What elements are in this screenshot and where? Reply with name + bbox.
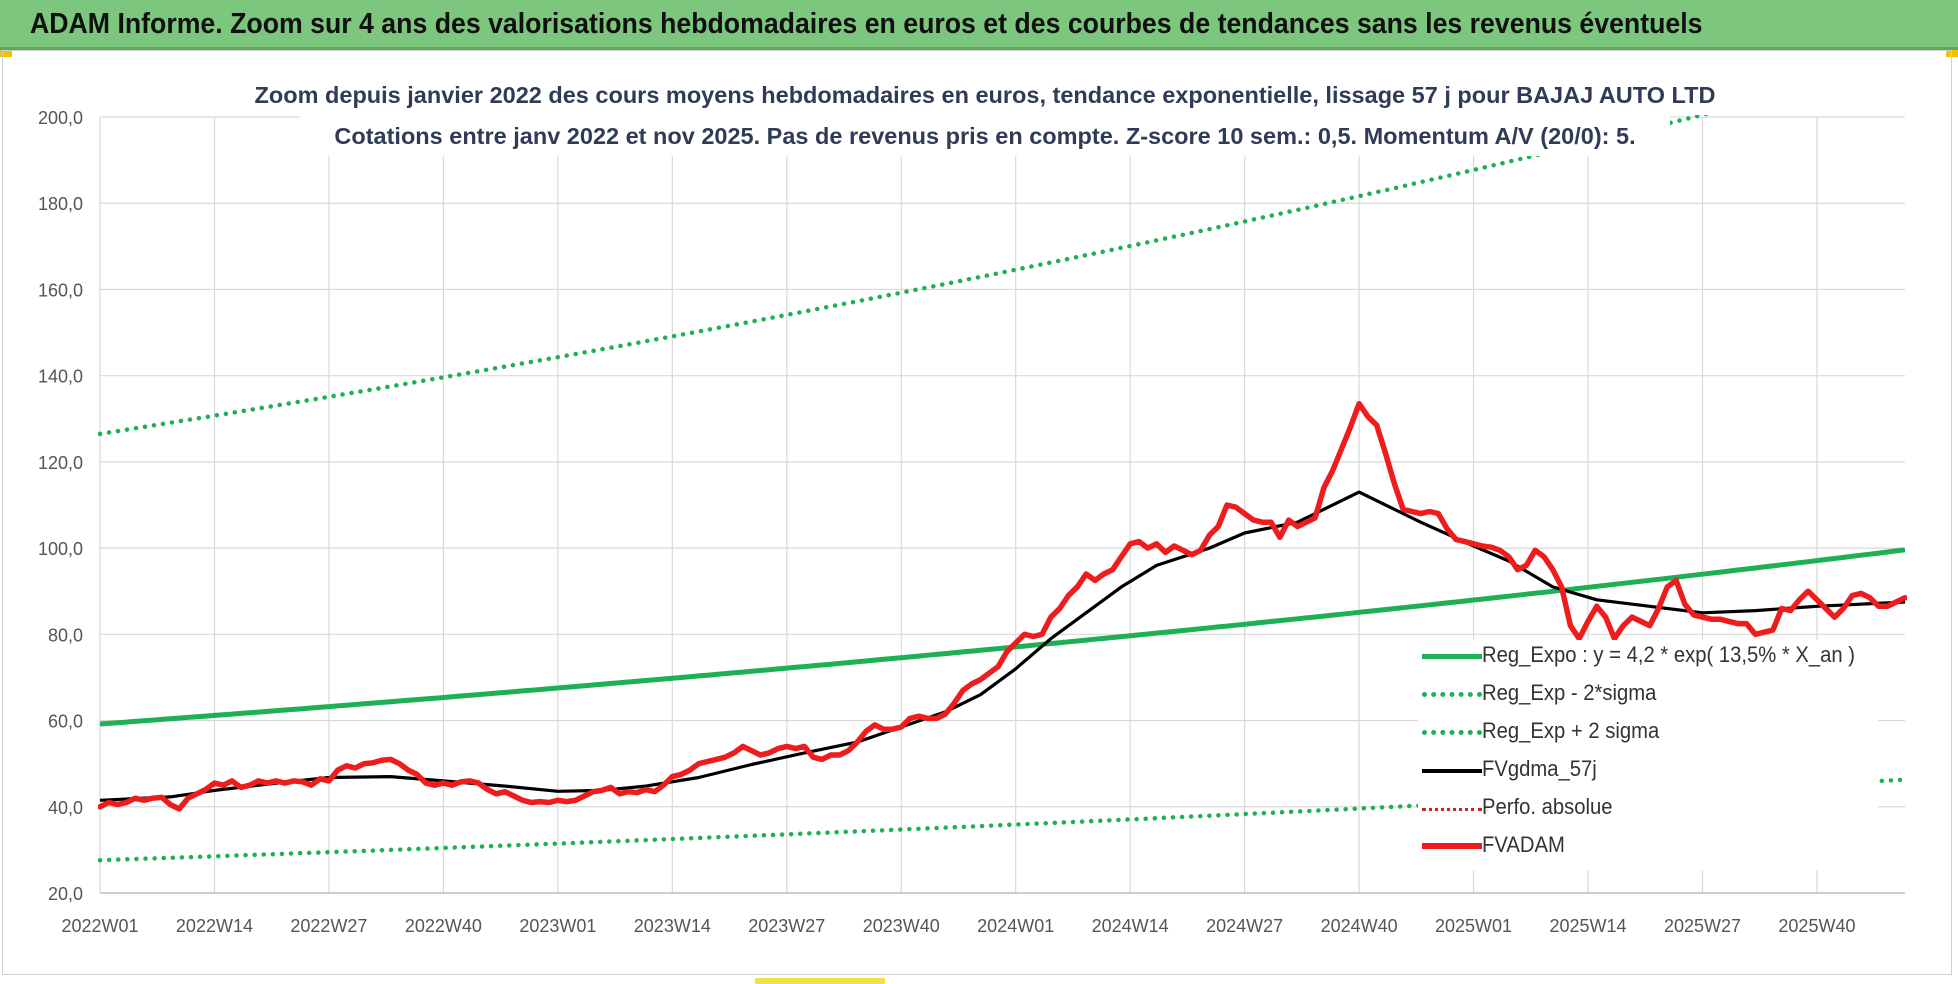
- legend-swatch-dotted-green: [1422, 692, 1482, 697]
- x-tick-label: 2023W14: [634, 916, 711, 936]
- y-tick-label: 180,0: [38, 194, 83, 214]
- legend: Reg_Expo : y = 4,2 * exp( 13,5% * X_an )…: [1418, 640, 1878, 870]
- y-tick-label: 60,0: [48, 712, 83, 732]
- y-tick-label: 140,0: [38, 367, 83, 387]
- x-tick-label: 2025W14: [1549, 916, 1626, 936]
- legend-swatch-dotted-red: [1422, 808, 1482, 811]
- legend-item-fvadam: FVADAM: [1418, 830, 1878, 864]
- axis-layer: 20,0 40,0 60,0 80,0 100,0 120,0 140,0 160,0 180,…: [38, 108, 1905, 936]
- legend-swatch-solid-green: [1422, 654, 1482, 659]
- x-tick-label: 2025W01: [1435, 916, 1512, 936]
- y-tick-label: 80,0: [48, 625, 83, 645]
- left-accent: [0, 50, 12, 57]
- series-line-5: [98, 400, 1907, 812]
- bottom-accent: [755, 978, 885, 984]
- x-tick-label: 2024W27: [1206, 916, 1283, 936]
- series-layer: [98, 115, 1907, 863]
- chart-subtitle: Cotations entre janv 2022 et nov 2025. P…: [334, 123, 1635, 149]
- legend-swatch-dotted-green-2: [1422, 730, 1482, 735]
- legend-swatch-red: [1422, 843, 1482, 849]
- legend-label-perfo: Perfo. absolue: [1482, 794, 1613, 819]
- banner-title: ADAM Informe. Zoom sur 4 ans des valoris…: [30, 8, 1703, 40]
- y-tick-label: 120,0: [38, 453, 83, 473]
- legend-label-reg-expo: Reg_Expo : y = 4,2 * exp( 13,5% * X_an ): [1482, 642, 1855, 667]
- grid-layer: [99, 116, 1905, 894]
- x-tick-label: 2024W14: [1092, 916, 1169, 936]
- legend-item-reg-exp-plus: Reg_Exp + 2 sigma: [1418, 716, 1878, 750]
- legend-swatch-black: [1422, 769, 1482, 773]
- x-tick-label: 2025W27: [1664, 916, 1741, 936]
- x-tick-label: 2025W40: [1778, 916, 1855, 936]
- legend-item-perfo: Perfo. absolue: [1418, 792, 1878, 826]
- x-tick-label: 2023W40: [863, 916, 940, 936]
- x-tick-label: 2022W14: [176, 916, 253, 936]
- title-background: [300, 74, 1670, 156]
- series-line-2: [98, 115, 1712, 437]
- series-line-1: [98, 777, 1907, 863]
- legend-item-reg-exp-minus: Reg_Exp - 2*sigma: [1418, 678, 1878, 712]
- legend-item-fvgdma: FVgdma_57j: [1418, 754, 1878, 788]
- y-tick-label: 40,0: [48, 798, 83, 818]
- x-tick-label: 2022W40: [405, 916, 482, 936]
- legend-label-reg-exp-minus: Reg_Exp - 2*sigma: [1482, 680, 1657, 705]
- right-accent: [1946, 50, 1958, 57]
- series-line-0: [99, 547, 1906, 727]
- chart-title: Zoom depuis janvier 2022 des cours moyen…: [255, 82, 1716, 108]
- x-tick-label: 2023W01: [519, 916, 596, 936]
- y-tick-label: 20,0: [48, 884, 83, 904]
- banner: ADAM Informe. Zoom sur 4 ans des valoris…: [0, 0, 1958, 50]
- legend-label-reg-exp-plus: Reg_Exp + 2 sigma: [1482, 718, 1660, 743]
- x-tick-label: 2024W40: [1321, 916, 1398, 936]
- legend-label-fvadam: FVADAM: [1482, 832, 1565, 857]
- legend-label-fvgdma: FVgdma_57j: [1482, 756, 1597, 781]
- x-tick-label: 2022W01: [61, 916, 138, 936]
- x-tick-label: 2023W27: [748, 916, 825, 936]
- y-tick-label: 100,0: [38, 539, 83, 559]
- chart-frame: [2, 50, 1952, 975]
- y-tick-label: 200,0: [38, 108, 83, 128]
- y-tick-label: 160,0: [38, 280, 83, 300]
- x-tick-label: 2024W01: [977, 916, 1054, 936]
- x-tick-label: 2022W27: [290, 916, 367, 936]
- legend-item-reg-expo: Reg_Expo : y = 4,2 * exp( 13,5% * X_an ): [1418, 640, 1878, 674]
